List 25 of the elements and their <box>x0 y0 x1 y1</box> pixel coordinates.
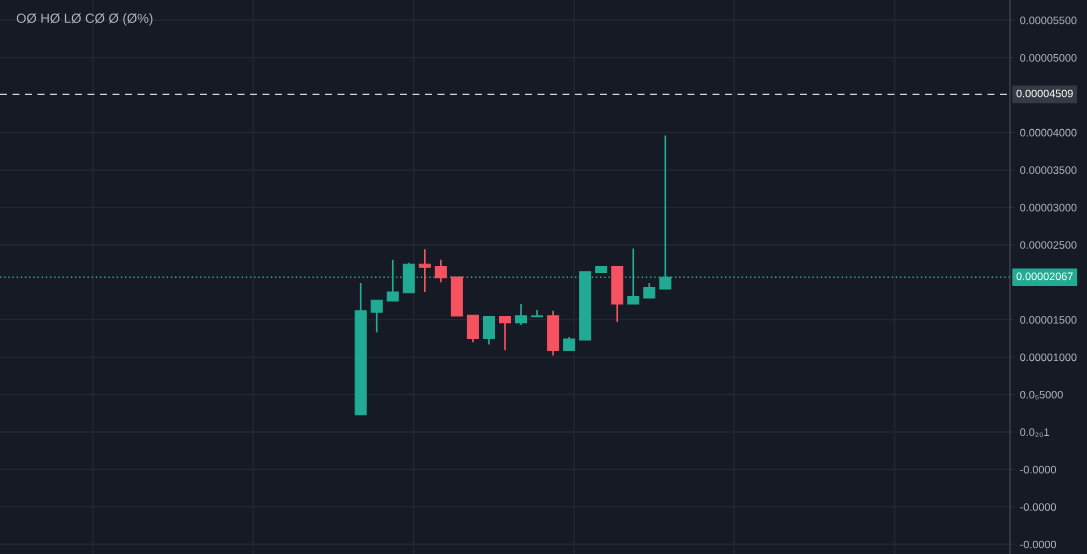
y-tick-label: 0.00002500 <box>1020 241 1077 249</box>
y-tick-label: 0.00005500 <box>1020 16 1077 25</box>
y-tick-label: 0.0₂₀1 <box>1020 428 1049 437</box>
y-tick-label: -0.0000 <box>1020 503 1057 511</box>
y-tick-label: 0.00003000 <box>1020 203 1077 212</box>
y-tick-label: 0.00005000 <box>1020 54 1077 62</box>
candlestick <box>515 303 528 326</box>
y-tick-label: -0.0000 <box>1020 465 1057 474</box>
y-tick-label: 0.0₅5000 <box>1020 390 1063 400</box>
candlestick <box>418 248 431 293</box>
ref-line-label: 0.00002067 <box>1016 272 1073 281</box>
candlestick <box>498 315 512 352</box>
y-tick-label: 0.00001500 <box>1020 316 1077 324</box>
y-tick-label: -0.0000 <box>1020 540 1057 549</box>
candlestick <box>386 258 399 302</box>
y-tick-label: 0.00004000 <box>1020 128 1077 137</box>
candlestick <box>466 314 479 343</box>
text: OØ HØ LØ CØ Ø (Ø%) <box>16 13 153 26</box>
candlestick <box>531 309 544 318</box>
candlestick <box>434 258 447 284</box>
y-tick-label: 0.00001000 <box>1020 353 1077 362</box>
candlestick <box>370 299 383 334</box>
candlestick <box>482 315 495 346</box>
ref-line-label: 0.00004509 <box>1016 89 1073 98</box>
y-tick-label: 0.00003500 <box>1020 166 1077 174</box>
